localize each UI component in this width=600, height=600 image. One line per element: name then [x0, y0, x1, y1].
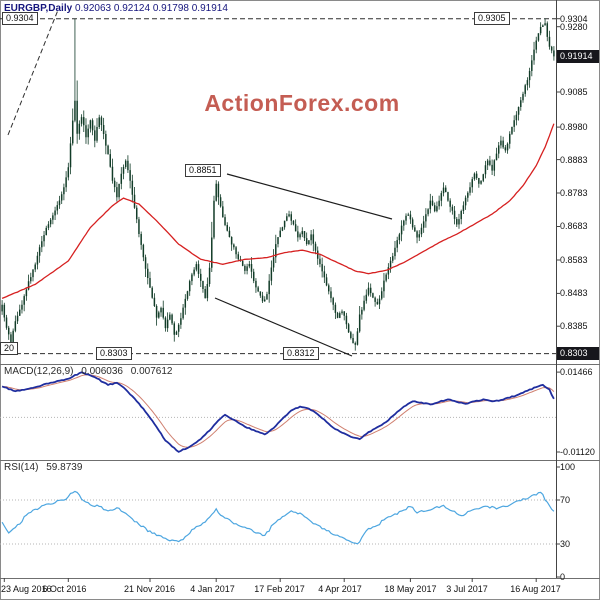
- macd-plot: [0, 371, 556, 453]
- price-axis-tick: 0.9085: [560, 86, 588, 97]
- macd-signal-line: [2, 374, 555, 448]
- date-axis-label: 18 May 2017: [384, 584, 437, 594]
- rsi-line: [1, 490, 555, 545]
- price-axis-tick: 0.8583: [560, 254, 588, 265]
- date-axis-label: 6 Oct 2016: [42, 584, 87, 594]
- price-level-label[interactable]: 0.8851: [185, 163, 221, 177]
- price-axis-tick: 0.8683: [560, 221, 588, 232]
- axis-tick-marks: [3, 18, 560, 582]
- support-resistance-lines[interactable]: [0, 9, 556, 355]
- price-axis-tick: 0.9280: [560, 21, 588, 32]
- rsi-axis-tick: 100: [560, 462, 576, 472]
- price-level-label[interactable]: 0.9305: [474, 12, 510, 26]
- candlesticks: [1, 18, 555, 351]
- ohlc-values-label: 0.92063 0.92124 0.91798 0.91914: [74, 3, 228, 14]
- macd-indicator-label: MACD(12,26,9) 0.006036 0.007612: [4, 366, 177, 377]
- moving-average-line: [1, 123, 555, 300]
- price-axis-tick: 0.8385: [560, 321, 588, 332]
- rsi-axis-tick: 0: [560, 572, 566, 582]
- price-level-label[interactable]: 0.8303: [96, 347, 132, 361]
- support-price-tag: 0.8303: [557, 347, 599, 360]
- macd-axis-tick: -0.01120: [560, 446, 595, 457]
- date-axis-label: 4 Apr 2017: [318, 584, 362, 594]
- watermark-text: ActionForex.com: [204, 90, 400, 116]
- rsi-name: RSI(14): [4, 462, 39, 473]
- rsi-plot: [0, 490, 556, 545]
- price-axis-tick: 0.8883: [560, 154, 588, 165]
- macd-main-line: [1, 371, 555, 453]
- price-axis-tick: 0.8483: [560, 288, 588, 299]
- rsi-axis-tick: 70: [560, 495, 571, 505]
- macd-name: MACD(12,26,9): [4, 366, 74, 377]
- macd-signal-value: 0.007612: [130, 366, 173, 377]
- price-level-label[interactable]: 20: [0, 342, 19, 356]
- symbol-timeframe-label: EURGBP,Daily: [4, 3, 73, 14]
- rsi-axis-tick: 30: [560, 539, 571, 549]
- trendlines[interactable]: [214, 173, 393, 357]
- macd-main-value: 0.006036: [81, 366, 123, 377]
- price-level-label[interactable]: 0.8312: [283, 347, 319, 361]
- macd-axis-tick: 0.01466: [560, 367, 593, 378]
- rsi-value: 59.8739: [46, 462, 83, 473]
- price-level-label[interactable]: 0.9304: [2, 12, 38, 26]
- price-axis-tick: 0.9304: [560, 13, 588, 24]
- panel-separators: [0, 0, 600, 579]
- date-axis-label: 3 Jul 2017: [446, 584, 488, 594]
- date-axis-label: 17 Feb 2017: [254, 584, 305, 594]
- price-axis-tick: 0.8980: [560, 122, 588, 133]
- current-price-tag: 0.91914: [557, 50, 599, 63]
- chart-title: EURGBP,Daily 0.92063 0.92124 0.91798 0.9…: [4, 3, 228, 14]
- date-axis-label: 16 Aug 2017: [510, 584, 561, 594]
- date-axis-label: 4 Jan 2017: [190, 584, 235, 594]
- rsi-indicator-label: RSI(14) 59.8739: [4, 462, 87, 473]
- price-axis-tick: 0.8783: [560, 188, 588, 199]
- date-axis-label: 21 Nov 2016: [123, 584, 176, 594]
- date-axis-label: 23 Aug 2016: [1, 584, 52, 594]
